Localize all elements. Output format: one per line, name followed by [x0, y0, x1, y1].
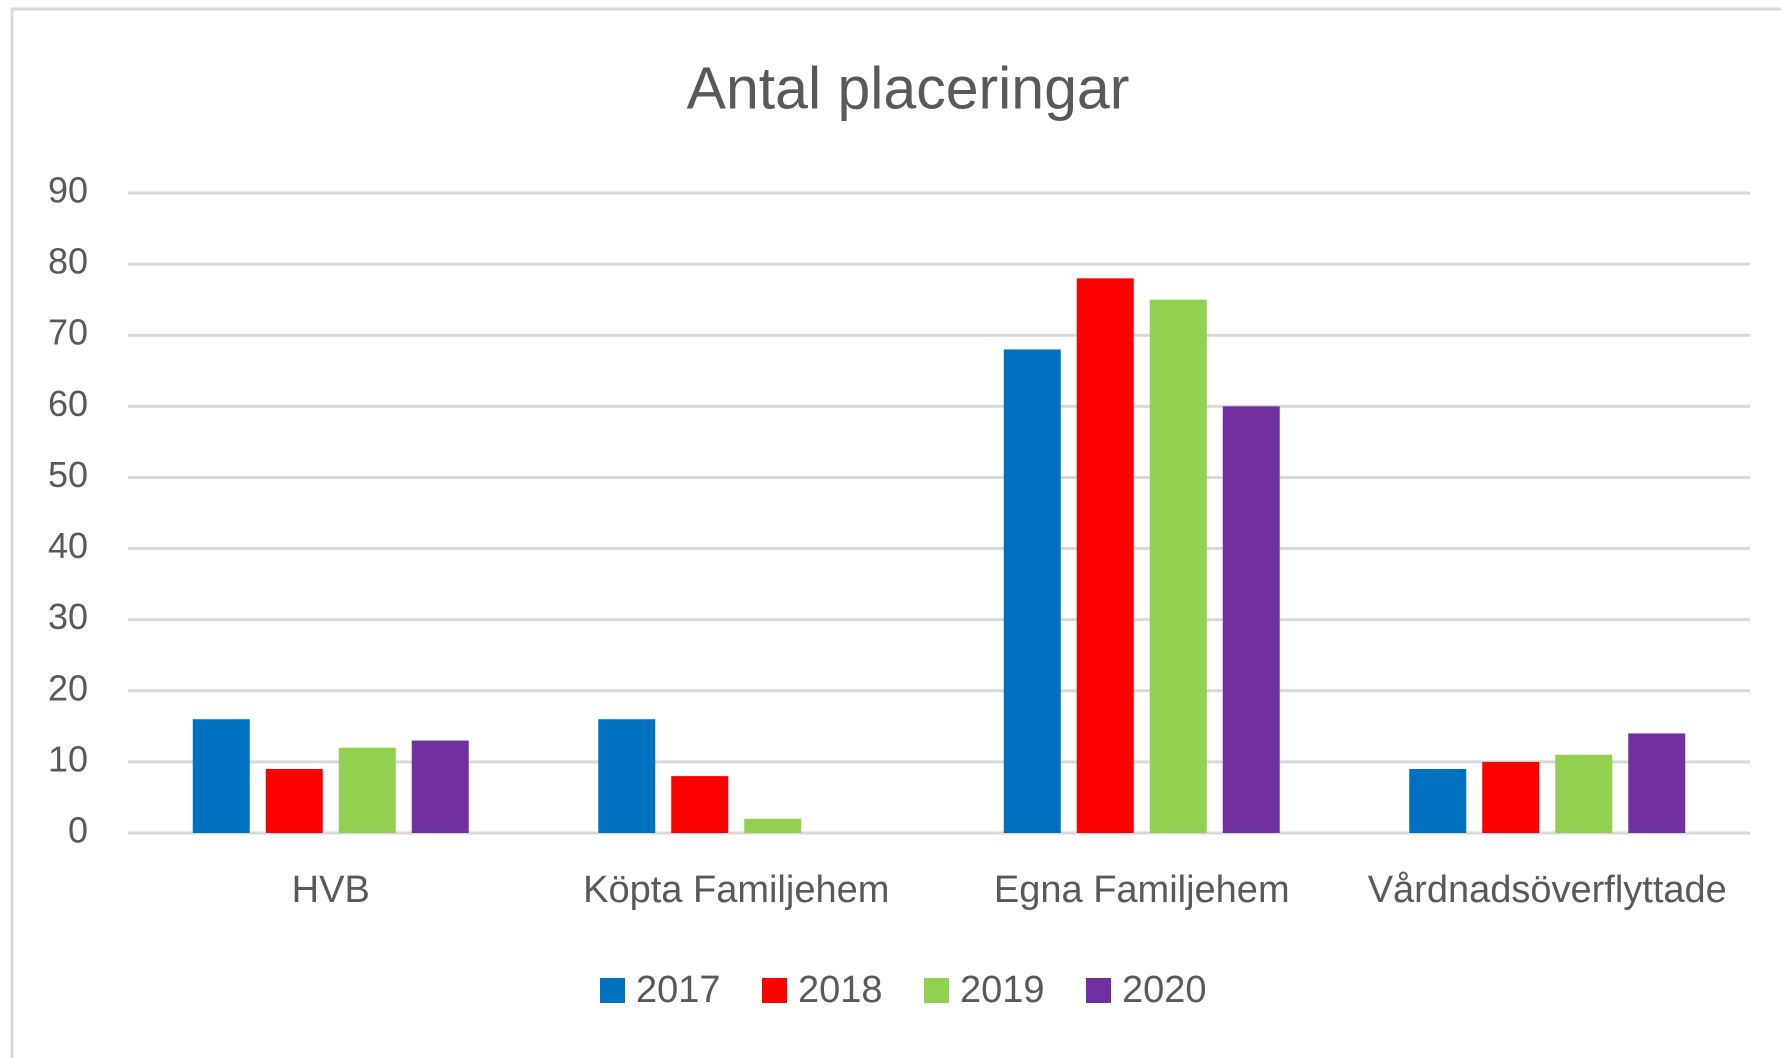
y-tick-label: 20 [48, 667, 88, 708]
y-tick-label: 90 [48, 170, 88, 211]
x-tick-label: HVB [292, 869, 370, 911]
legend-label: 2017 [636, 969, 721, 1011]
bar [1628, 733, 1686, 833]
legend-swatch [1086, 978, 1111, 1003]
x-tick-label: Vårdnadsöverflyttade [1368, 869, 1727, 911]
bar [598, 719, 656, 833]
bar [411, 740, 469, 833]
legend-label: 2020 [1122, 969, 1207, 1011]
bar [1149, 299, 1207, 834]
y-tick-label: 70 [48, 312, 88, 353]
y-tick-label: 10 [48, 738, 88, 779]
x-tick-label: Egna Familjehem [994, 869, 1290, 911]
legend-swatch [762, 978, 787, 1003]
y-tick-label: 30 [48, 596, 88, 637]
bar [1409, 769, 1467, 833]
y-tick-label: 80 [48, 241, 88, 282]
x-tick-label: Köpta Familjehem [583, 869, 889, 911]
legend-swatch [600, 978, 625, 1003]
legend-label: 2018 [798, 969, 883, 1011]
bar [1222, 406, 1280, 833]
chart-title: Antal placeringar [687, 56, 1130, 122]
bar [1076, 278, 1134, 833]
y-tick-label: 0 [68, 810, 88, 851]
bar [744, 818, 802, 833]
legend-swatch [924, 978, 949, 1003]
bar [1555, 754, 1613, 833]
bar [265, 769, 323, 833]
y-tick-label: 60 [48, 383, 88, 424]
bar [192, 719, 250, 833]
bar [671, 776, 729, 833]
bar [338, 747, 396, 833]
chart-frame [10, 7, 1781, 1058]
y-tick-label: 50 [48, 454, 88, 495]
bar [1003, 349, 1061, 833]
legend-label: 2019 [960, 969, 1045, 1011]
bar [1482, 761, 1540, 833]
y-tick-label: 40 [48, 525, 88, 566]
